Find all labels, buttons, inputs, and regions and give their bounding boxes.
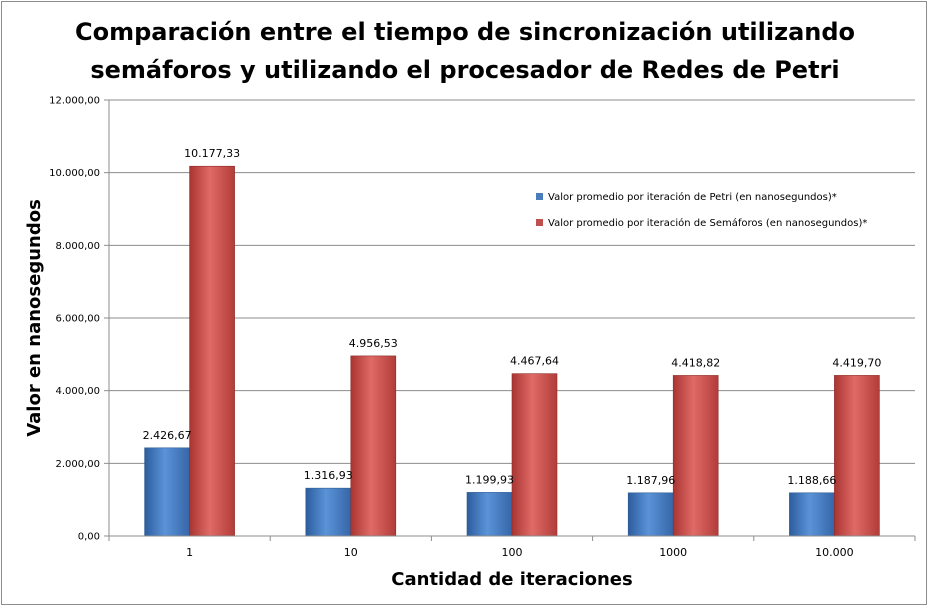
x-tick-label: 10.000: [815, 546, 854, 559]
y-tick-label: 12.000,00: [49, 96, 100, 107]
data-label-petri: 1.187,96: [626, 474, 675, 487]
data-label-semaforos: 4.467,64: [510, 355, 559, 368]
x-tick-label: 10: [344, 546, 358, 559]
bar-petri: [627, 492, 674, 537]
data-label-semaforos: 4.956,53: [349, 337, 398, 350]
chart-title-line-2: semáforos y utilizando el procesador de …: [90, 56, 839, 84]
x-tick-label: 100: [502, 546, 523, 559]
y-tick-label: 8.000,00: [55, 241, 100, 252]
bar-semaforos: [834, 375, 880, 537]
bar-semaforos: [189, 165, 235, 537]
data-label-petri: 1.199,93: [465, 473, 514, 486]
y-tick-label: 0,00: [78, 532, 100, 543]
legend-label-semaforos: Valor promedio por iteración de Semáforo…: [548, 217, 867, 229]
data-label-semaforos: 4.418,82: [671, 356, 720, 369]
y-tick-label: 4.000,00: [55, 386, 100, 397]
chart-title-line-1: Comparación entre el tiempo de sincroniz…: [75, 18, 855, 46]
data-label-petri: 2.426,67: [143, 429, 192, 442]
data-labels: 2.426,67 10.177,33 1.316,93 4.956,53 1.199,9…: [143, 147, 882, 487]
bar-petri: [466, 492, 513, 537]
bar-petri: [305, 487, 352, 537]
x-axis-tick-labels: 1 10 100 1000 10.000: [186, 546, 854, 559]
x-tick-label: 1: [186, 546, 193, 559]
chart-title: Comparación entre el tiempo de sincroniz…: [75, 18, 855, 84]
bar-petri: [789, 492, 835, 537]
bar-petri: [144, 447, 190, 537]
bars: [144, 165, 880, 537]
x-axis-title: Cantidad de iteraciones: [391, 569, 632, 590]
y-tick-label: 6.000,00: [55, 314, 100, 325]
legend-label-petri: Valor promedio por iteración de Petri (e…: [548, 191, 837, 203]
y-axis-tick-labels: 0,00 2.000,00 4.000,00 6.000,00 8.000,00 10.0…: [49, 96, 100, 543]
bar-semaforos: [672, 375, 719, 537]
bar-semaforos: [511, 373, 558, 537]
y-axis-title: Valor en nanosegundos: [24, 199, 45, 437]
legend: Valor promedio por iteración de Petri (e…: [536, 191, 867, 229]
legend-swatch-semaforos: [536, 219, 543, 226]
x-tick-label: 1000: [659, 546, 687, 559]
bar-semaforos: [350, 355, 397, 537]
data-label-semaforos: 4.419,70: [832, 356, 881, 369]
legend-swatch-petri: [536, 193, 543, 200]
data-label-petri: 1.188,66: [787, 474, 836, 487]
data-label-semaforos: 10.177,33: [184, 147, 240, 160]
gridlines: [104, 99, 916, 541]
data-label-petri: 1.316,93: [304, 469, 353, 482]
y-tick-label: 2.000,00: [55, 459, 100, 470]
y-tick-label: 10.000,00: [49, 168, 100, 179]
